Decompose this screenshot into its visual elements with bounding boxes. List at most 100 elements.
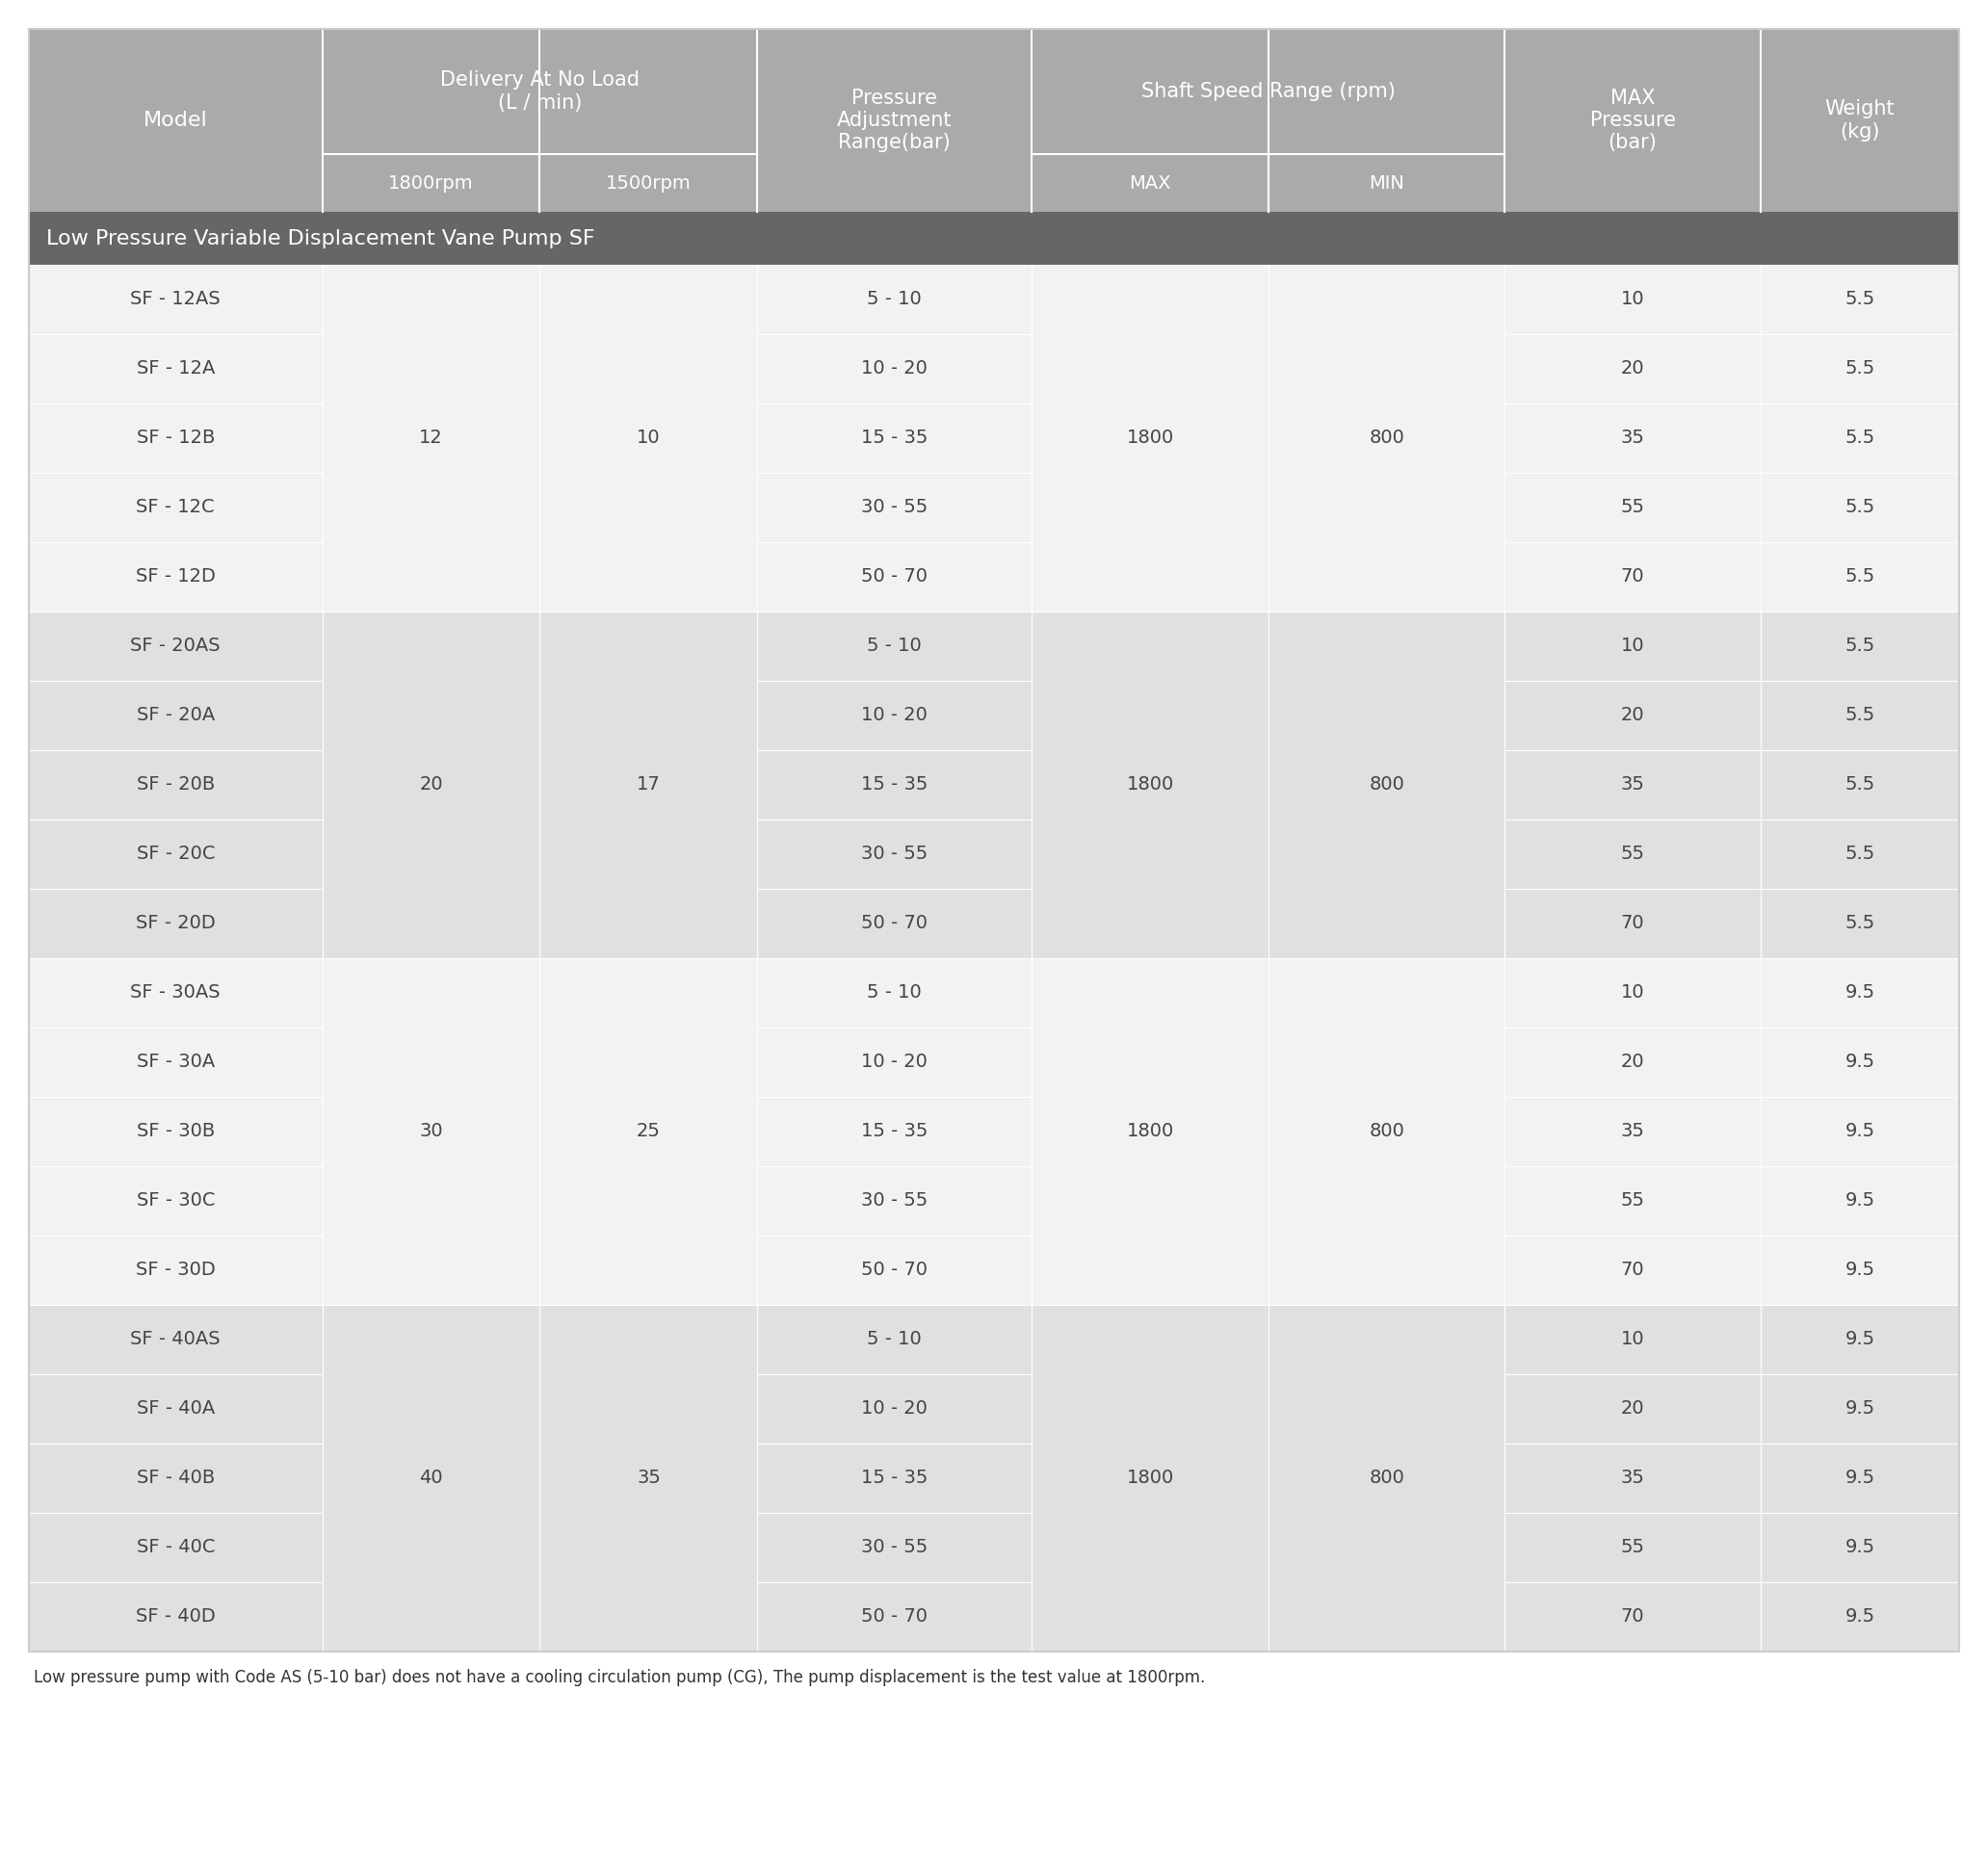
Bar (1268, 612, 1505, 958)
Bar (1505, 1305, 1761, 1374)
Bar (30, 751, 322, 819)
Text: 50 - 70: 50 - 70 (861, 1261, 928, 1280)
Text: 1800: 1800 (1127, 429, 1173, 447)
Bar (757, 1374, 1032, 1444)
Bar (1505, 1512, 1761, 1583)
Bar (757, 1305, 1032, 1374)
Bar (1761, 889, 1958, 958)
Bar (30, 1167, 322, 1235)
Bar (757, 1096, 1032, 1167)
Text: 35: 35 (1620, 1470, 1644, 1487)
Text: 55: 55 (1620, 845, 1644, 863)
Bar (30, 958, 322, 1028)
Text: 15 - 35: 15 - 35 (861, 1122, 928, 1141)
Bar (757, 542, 1032, 612)
Bar (1505, 1374, 1761, 1444)
Text: Low pressure pump with Code AS (5-10 bar) does not have a cooling circulation pu: Low pressure pump with Code AS (5-10 bar… (34, 1670, 1205, 1686)
Text: 25: 25 (636, 1122, 660, 1141)
Text: 30: 30 (419, 1122, 443, 1141)
Bar (1505, 473, 1761, 542)
Text: 40: 40 (419, 1470, 443, 1487)
Text: 20: 20 (1620, 706, 1644, 725)
Text: SF - 30A: SF - 30A (137, 1054, 215, 1071)
Bar (1505, 680, 1761, 751)
Text: SF - 40A: SF - 40A (137, 1400, 215, 1418)
Text: 10 - 20: 10 - 20 (861, 706, 928, 725)
Text: 800: 800 (1370, 1122, 1404, 1141)
Text: 10: 10 (1620, 290, 1644, 309)
Text: Shaft Speed Range (rpm): Shaft Speed Range (rpm) (1141, 81, 1396, 102)
Bar (1761, 542, 1958, 612)
Text: SF - 40AS: SF - 40AS (131, 1331, 221, 1348)
Text: 35: 35 (1620, 777, 1644, 793)
Bar (30, 213, 1958, 264)
Bar (30, 335, 322, 403)
Text: MAX: MAX (1129, 174, 1171, 192)
Text: 5.5: 5.5 (1845, 361, 1875, 377)
Bar (757, 473, 1032, 542)
Bar (1761, 1583, 1958, 1651)
Text: SF - 30D: SF - 30D (135, 1261, 215, 1280)
Text: 9.5: 9.5 (1845, 1122, 1875, 1141)
Bar (757, 751, 1032, 819)
Text: 50 - 70: 50 - 70 (861, 568, 928, 586)
Text: 50 - 70: 50 - 70 (861, 915, 928, 932)
Bar (30, 819, 322, 889)
Bar (30, 542, 322, 612)
Bar (1761, 1096, 1958, 1167)
Bar (1761, 958, 1958, 1028)
Bar (322, 1305, 541, 1651)
Bar (1268, 1305, 1505, 1651)
Text: 70: 70 (1620, 568, 1644, 586)
Text: 1800rpm: 1800rpm (388, 174, 473, 192)
Bar (1505, 1167, 1761, 1235)
Bar (1505, 889, 1761, 958)
Text: 30 - 55: 30 - 55 (861, 1538, 928, 1557)
Text: SF - 20A: SF - 20A (137, 706, 215, 725)
Text: 10: 10 (636, 429, 660, 447)
Bar (322, 264, 541, 612)
Text: 10 - 20: 10 - 20 (861, 361, 928, 377)
Bar (30, 1374, 322, 1444)
Text: 5 - 10: 5 - 10 (867, 1331, 922, 1348)
Text: 10: 10 (1620, 638, 1644, 655)
Text: SF - 20C: SF - 20C (137, 845, 215, 863)
Bar (757, 1167, 1032, 1235)
Bar (1505, 264, 1761, 335)
Text: Low Pressure Variable Displacement Vane Pump SF: Low Pressure Variable Displacement Vane … (46, 229, 594, 248)
Text: 5 - 10: 5 - 10 (867, 984, 922, 1002)
Text: SF - 40D: SF - 40D (135, 1609, 215, 1625)
Bar (1761, 264, 1958, 335)
Bar (30, 612, 322, 680)
Bar (757, 612, 1032, 680)
Text: SF - 20B: SF - 20B (137, 777, 215, 793)
Text: 10 - 20: 10 - 20 (861, 1054, 928, 1071)
Bar (1505, 403, 1761, 473)
Bar (30, 473, 322, 542)
Bar (1761, 680, 1958, 751)
Text: SF - 40C: SF - 40C (137, 1538, 215, 1557)
Text: Weight
(kg): Weight (kg) (1825, 100, 1895, 141)
Text: Pressure
Adjustment
Range(bar): Pressure Adjustment Range(bar) (837, 89, 952, 152)
Text: 55: 55 (1620, 1193, 1644, 1209)
Bar (322, 958, 541, 1305)
Text: 20: 20 (1620, 1054, 1644, 1071)
Bar (757, 403, 1032, 473)
Bar (1505, 1583, 1761, 1651)
Text: 5.5: 5.5 (1845, 638, 1875, 655)
Text: 5 - 10: 5 - 10 (867, 290, 922, 309)
Text: SF - 30B: SF - 30B (137, 1122, 215, 1141)
Bar (30, 1235, 322, 1305)
Bar (30, 264, 322, 335)
Bar (541, 612, 757, 958)
Bar (757, 819, 1032, 889)
Bar (757, 1583, 1032, 1651)
Text: 5.5: 5.5 (1845, 706, 1875, 725)
Text: 15 - 35: 15 - 35 (861, 1470, 928, 1487)
Text: 800: 800 (1370, 1470, 1404, 1487)
Bar (1761, 1512, 1958, 1583)
Bar (30, 403, 322, 473)
Text: 1800: 1800 (1127, 1122, 1173, 1141)
Text: 800: 800 (1370, 429, 1404, 447)
Bar (1761, 335, 1958, 403)
